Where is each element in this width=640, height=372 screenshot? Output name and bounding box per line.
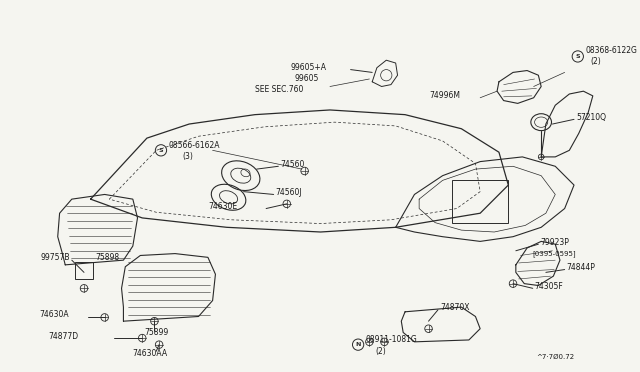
Text: S: S	[575, 54, 580, 59]
Text: [0395-0595]: [0395-0595]	[532, 250, 577, 257]
Text: 08911-1081G: 08911-1081G	[365, 336, 417, 344]
Text: 57210Q: 57210Q	[576, 113, 606, 122]
Bar	[75, 262, 93, 279]
Text: 79923P: 79923P	[540, 238, 569, 247]
Text: S: S	[159, 148, 163, 153]
Text: 74870X: 74870X	[441, 302, 470, 312]
Text: 99605: 99605	[294, 74, 319, 83]
Text: 08368-6122G: 08368-6122G	[586, 46, 637, 55]
Text: 74560J: 74560J	[275, 188, 302, 197]
Bar	[452, 180, 508, 222]
Text: (3): (3)	[182, 153, 193, 161]
Text: 75899: 75899	[144, 328, 168, 337]
Text: 75898: 75898	[95, 253, 120, 262]
Text: ^7·7Ø0.72: ^7·7Ø0.72	[536, 354, 575, 360]
Text: 74630A: 74630A	[39, 310, 68, 319]
Text: SEE SEC.760: SEE SEC.760	[255, 85, 303, 94]
Text: 74877D: 74877D	[49, 332, 79, 341]
Text: 74996M: 74996M	[429, 92, 460, 100]
Text: 74305F: 74305F	[534, 282, 563, 291]
Text: (2): (2)	[375, 347, 386, 356]
Text: 74630E: 74630E	[208, 202, 237, 211]
Text: 08566-6162A: 08566-6162A	[168, 141, 220, 150]
Text: (2): (2)	[590, 57, 601, 65]
Text: 74630AA: 74630AA	[133, 349, 168, 357]
Text: 99757B: 99757B	[41, 253, 70, 262]
Text: N: N	[355, 342, 361, 347]
Text: 74560: 74560	[280, 160, 305, 169]
Text: 74844P: 74844P	[566, 263, 595, 272]
Text: 99605+A: 99605+A	[291, 63, 326, 72]
